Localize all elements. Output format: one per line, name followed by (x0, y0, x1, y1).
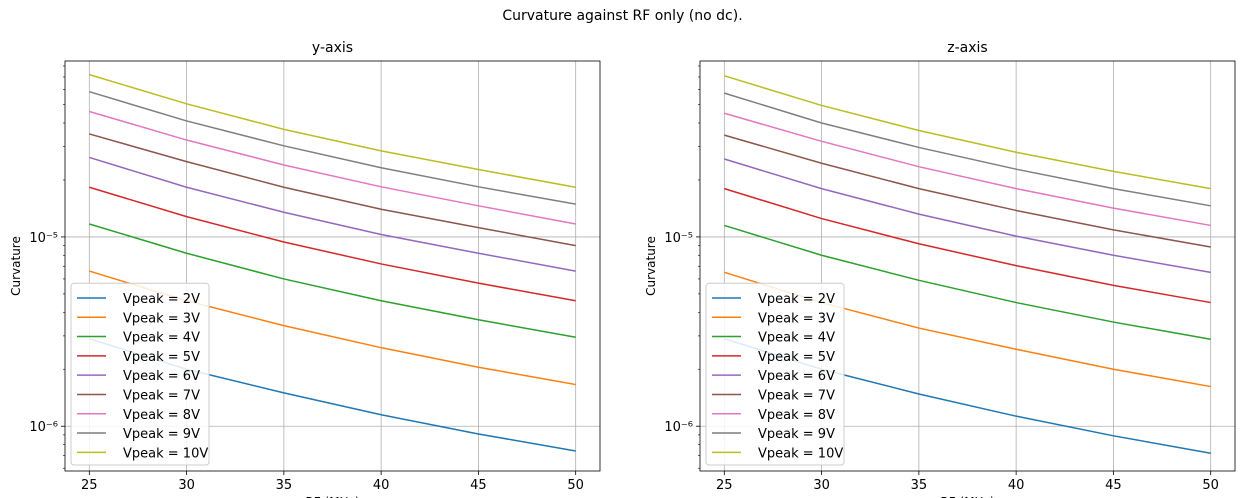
x-tick-label: 25 (81, 478, 98, 493)
series-line-vpeak-10v (89, 73, 576, 188)
x-tick-label: 30 (178, 478, 195, 493)
x-tick-label: 45 (1105, 478, 1122, 493)
legend-label-vpeak-6v: Vpeak = 6V (758, 369, 835, 384)
legend-box (705, 282, 845, 466)
x-axis-label: RF (MHz) (305, 495, 359, 498)
x-tick-label: 40 (373, 478, 390, 493)
series-line-vpeak-5v (89, 186, 576, 302)
series-line-vpeak-4v (89, 223, 576, 339)
panel-y-axis: 25 30 35 40 45 50 10⁻⁶ 10⁻⁵ y-axis RF (MHz) Curvat… (9, 40, 601, 498)
x-tick-label: 40 (1008, 478, 1025, 493)
series-line-vpeak-4v (724, 224, 1211, 340)
legend-label-vpeak-8v: Vpeak = 8V (758, 408, 835, 423)
legend-box (70, 282, 210, 466)
series-line-vpeak-8v (724, 112, 1211, 227)
series-line-vpeak-6v (724, 158, 1211, 274)
legend-label-vpeak-10v: Vpeak = 10V (758, 446, 843, 461)
series-line-vpeak-9v (724, 92, 1211, 207)
series-line-vpeak-7v (89, 133, 576, 247)
legend-label-vpeak-2v: Vpeak = 2V (123, 292, 200, 307)
plot-frame (699, 60, 1236, 472)
legend-label-vpeak-6v: Vpeak = 6V (123, 369, 200, 384)
series-line-vpeak-9v (89, 90, 576, 205)
legend-label-vpeak-7v: Vpeak = 7V (123, 388, 200, 403)
legend-label-vpeak-3v: Vpeak = 3V (123, 311, 200, 326)
legend-label-vpeak-10v: Vpeak = 10V (123, 446, 208, 461)
y-tick-label: 10⁻⁵ (664, 231, 693, 246)
x-tick-label: 45 (470, 478, 487, 493)
panel-title: y-axis (312, 40, 353, 56)
y-tick-label: 10⁻⁶ (29, 420, 58, 435)
plot-frame (64, 60, 601, 472)
legend-label-vpeak-4v: Vpeak = 4V (758, 331, 835, 346)
legend-label-vpeak-4v: Vpeak = 4V (123, 331, 200, 346)
panel-z-axis: 25 30 35 40 45 50 10⁻⁶ 10⁻⁵ z-axis RF (MHz) Curvat… (644, 40, 1236, 498)
y-tick-label: 10⁻⁵ (29, 231, 58, 246)
x-tick-label: 25 (716, 478, 733, 493)
y-tick-label: 10⁻⁶ (664, 420, 693, 435)
legend-label-vpeak-2v: Vpeak = 2V (758, 292, 835, 307)
x-tick-label: 50 (567, 478, 584, 493)
series-line-vpeak-7v (724, 134, 1211, 248)
panel-title: z-axis (947, 40, 987, 56)
x-tick-label: 35 (276, 478, 293, 493)
series-line-vpeak-10v (724, 75, 1211, 190)
y-axis-label: Curvature (9, 236, 23, 296)
figure-suptitle: Curvature against RF only (no dc). (502, 8, 743, 24)
series-line-vpeak-6v (89, 156, 576, 272)
series-line-vpeak-8v (89, 110, 576, 225)
legend-label-vpeak-5v: Vpeak = 5V (123, 350, 200, 365)
legend-label-vpeak-9v: Vpeak = 9V (123, 427, 200, 442)
series-line-vpeak-5v (724, 187, 1211, 304)
legend-label-vpeak-7v: Vpeak = 7V (758, 388, 835, 403)
x-tick-label: 35 (911, 478, 928, 493)
x-tick-label: 30 (813, 478, 830, 493)
legend-label-vpeak-8v: Vpeak = 8V (123, 408, 200, 423)
x-tick-label: 50 (1202, 478, 1219, 493)
x-axis-label: RF (MHz) (940, 495, 994, 498)
legend-label-vpeak-9v: Vpeak = 9V (758, 427, 835, 442)
y-axis-label: Curvature (644, 236, 658, 296)
legend-label-vpeak-3v: Vpeak = 3V (758, 311, 835, 326)
legend-label-vpeak-5v: Vpeak = 5V (758, 350, 835, 365)
